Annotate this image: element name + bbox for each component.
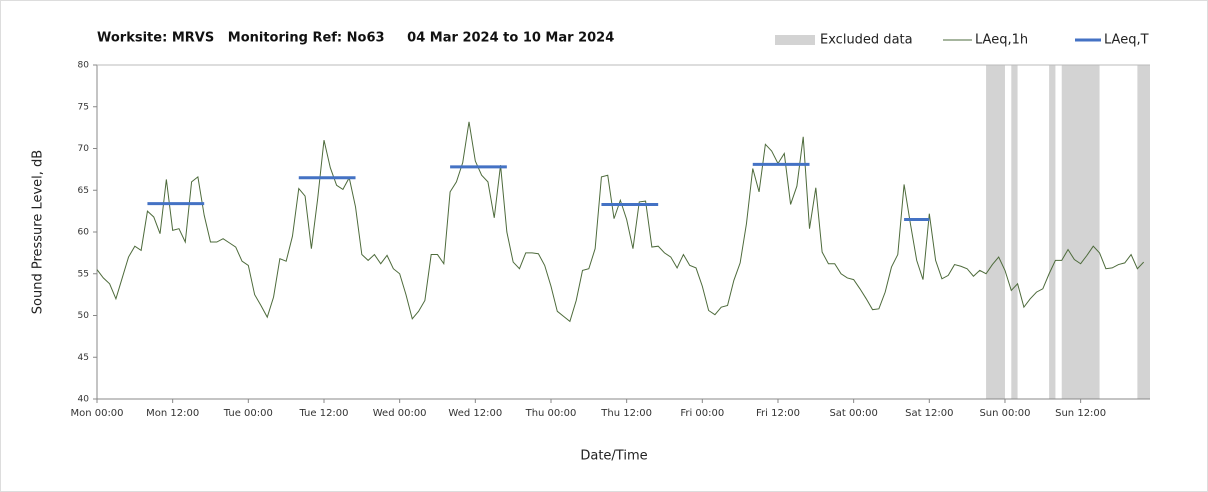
x-tick-label: Tue 12:00 — [298, 408, 348, 419]
x-tick-label: Mon 12:00 — [146, 408, 199, 419]
x-axis-label: Date/Time — [580, 449, 647, 464]
x-tick-label: Fri 12:00 — [756, 408, 800, 419]
excluded-band — [1011, 65, 1018, 399]
x-tick-label: Tue 00:00 — [223, 408, 273, 419]
y-tick-label: 75 — [78, 102, 89, 112]
y-tick-label: 65 — [78, 186, 89, 196]
excluded-band — [1137, 65, 1150, 399]
excluded-band — [1061, 65, 1100, 399]
legend-swatch — [775, 35, 815, 45]
x-tick-label: Thu 12:00 — [600, 408, 652, 419]
x-tick-label: Wed 00:00 — [373, 408, 427, 419]
data-line — [96, 121, 1145, 323]
x-tick-label: Wed 12:00 — [448, 408, 502, 419]
x-tick-label: Thu 00:00 — [525, 408, 577, 419]
x-tick-label: Fri 00:00 — [680, 408, 724, 419]
x-tick-label: Sun 00:00 — [979, 408, 1030, 419]
y-tick-label: 50 — [78, 311, 90, 321]
x-tick-label: Sun 12:00 — [1055, 408, 1106, 419]
x-tick-label: Mon 00:00 — [70, 408, 123, 419]
x-tick-label: Sat 12:00 — [905, 408, 953, 419]
y-tick-label: 55 — [78, 269, 89, 279]
excluded-band — [986, 65, 1005, 399]
legend-label: LAeq,1h — [975, 33, 1028, 48]
y-tick-label: 60 — [78, 228, 90, 238]
y-tick-label: 80 — [78, 61, 90, 71]
legend-label: LAeq,T — [1104, 33, 1149, 48]
excluded-band — [1049, 65, 1056, 399]
y-tick-label: 45 — [78, 353, 89, 363]
y-tick-label: 70 — [78, 144, 90, 154]
y-axis-label: Sound Pressure Level, dB — [31, 150, 46, 314]
x-tick-label: Sat 00:00 — [829, 408, 877, 419]
y-tick-label: 40 — [78, 395, 90, 405]
chart-title: Worksite: MRVS Monitoring Ref: No63 04 M… — [97, 31, 614, 46]
legend-label: Excluded data — [820, 33, 913, 48]
